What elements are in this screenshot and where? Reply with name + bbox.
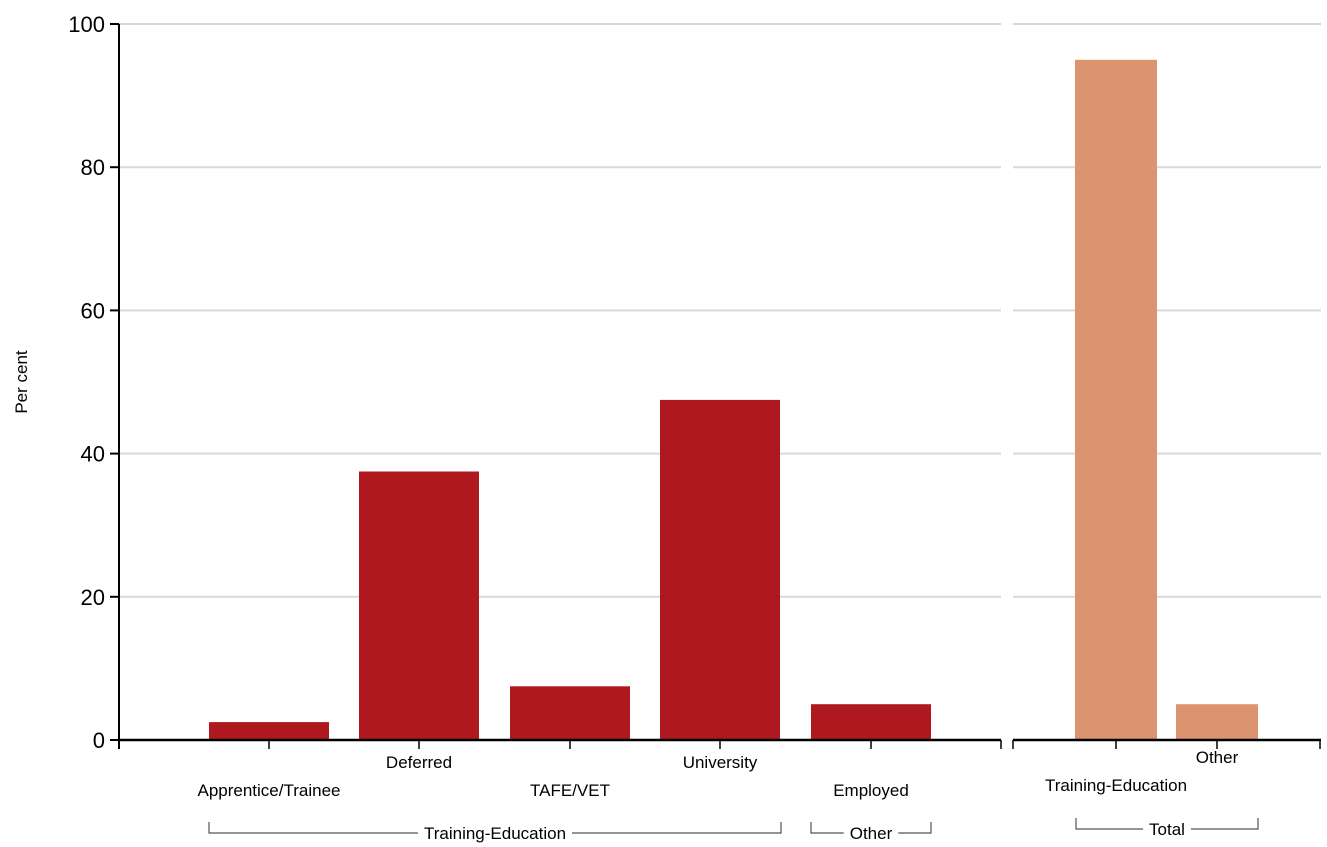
group-bracket-right-arm: [898, 822, 932, 834]
y-tick-label-0: 0: [93, 728, 105, 753]
right-gridlines: [1013, 23, 1321, 598]
group-label-left-other: Other: [850, 824, 893, 843]
group-bracket-right-arm: [572, 822, 782, 834]
x-label-left-university: University: [683, 753, 758, 772]
group-bracket-right-total: Total: [1075, 818, 1259, 839]
group-label-left-training-education: Training-Education: [424, 824, 566, 843]
bar-left-employed: [811, 704, 931, 740]
right-panel: Training-Education Other Total: [1012, 23, 1321, 839]
y-tick-label-100: 100: [68, 12, 105, 37]
x-label-right-other: Other: [1196, 748, 1239, 767]
group-bracket-left-other: Other: [810, 822, 932, 843]
left-gridlines: [119, 23, 1001, 598]
x-label-left-tafe-vet: TAFE/VET: [530, 781, 610, 800]
bar-right-training-education: [1075, 59, 1157, 741]
bar-left-tafe-vet: [510, 686, 630, 740]
y-axis-title: Per cent: [12, 350, 31, 414]
y-tick-label-80: 80: [81, 155, 105, 180]
x-label-right-training-education: Training-Education: [1045, 776, 1187, 795]
bar-left-university: [660, 399, 780, 740]
y-tick-label-20: 20: [81, 585, 105, 610]
x-label-left-employed: Employed: [833, 781, 909, 800]
right-bars: [1075, 59, 1258, 741]
y-tick-label-60: 60: [81, 298, 105, 323]
x-label-left-deferred: Deferred: [386, 753, 452, 772]
group-label-right-total: Total: [1149, 820, 1185, 839]
bar-left-apprentice-trainee: [209, 722, 329, 740]
group-bracket-left-arm: [208, 822, 418, 834]
x-label-left-apprentice-trainee: Apprentice/Trainee: [197, 781, 340, 800]
group-bracket-left-arm: [810, 822, 844, 834]
group-bracket-left-training-education: Training-Education: [208, 822, 782, 843]
group-bracket-left-arm: [1075, 818, 1144, 830]
y-tick-label-40: 40: [81, 442, 105, 467]
left-panel: 0 20 40 60 80 100 Apprentice/Trainee Deferred TA…: [68, 12, 1002, 843]
left-bars: [209, 399, 931, 740]
bar-left-deferred: [359, 471, 479, 740]
bar-right-other: [1176, 704, 1258, 740]
group-bracket-right-arm: [1190, 818, 1259, 830]
